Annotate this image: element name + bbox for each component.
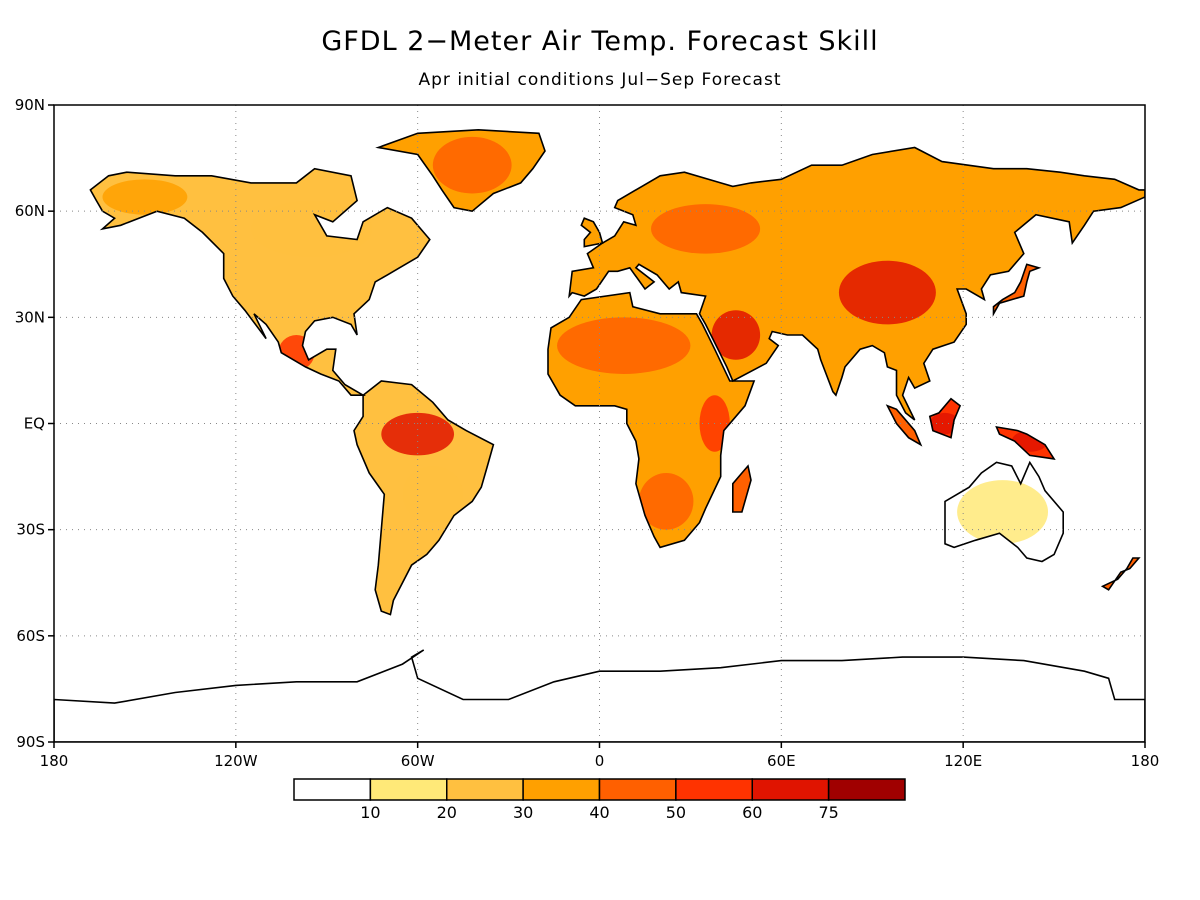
colorbar-box — [598, 778, 677, 801]
coastline-japan — [992, 263, 1042, 317]
skill-region-central-asia — [838, 260, 936, 325]
colorbar-label: 30 — [513, 803, 533, 822]
colorbar-box — [522, 778, 601, 801]
coastline-africa — [547, 291, 756, 549]
coastline-sumatra — [885, 404, 923, 447]
coastline-british-isles — [580, 217, 604, 248]
colorbar-label: 20 — [437, 803, 457, 822]
coastline-australia — [944, 460, 1064, 563]
skill-region-canada — [250, 200, 373, 258]
skill-region-alaska — [102, 179, 188, 215]
coastline-madagascar — [732, 464, 752, 513]
land-fill-british-isles — [581, 218, 603, 247]
lon-tick-label: 120W — [214, 752, 258, 770]
lon-tick-label: 0 — [595, 752, 605, 770]
skill-region-southern-africa — [638, 473, 694, 530]
skill-region-south-brazil — [402, 465, 464, 523]
lat-tick-label: 30N — [15, 308, 45, 326]
colorbar-box — [751, 778, 830, 801]
coastline-new-zealand — [1100, 557, 1141, 591]
coastline-south-america — [353, 380, 495, 616]
colorbar-label: 75 — [818, 803, 838, 822]
skill-region-new-guinea — [1011, 430, 1049, 452]
colorbar-box — [369, 778, 448, 801]
coastline-north-america — [89, 167, 431, 396]
lat-tick-label: 90S — [16, 733, 45, 751]
lat-tick-label: 90N — [15, 96, 45, 114]
skill-region-mexico — [278, 335, 315, 371]
skill-region-greenland — [432, 136, 512, 194]
lon-tick-label: 120E — [944, 752, 982, 770]
map-title: GFDL 2−Meter Air Temp. Forecast Skill — [321, 26, 879, 57]
skill-region-sahara — [557, 317, 691, 374]
colorbar-label: 50 — [666, 803, 686, 822]
skill-region-siberia — [781, 175, 1024, 233]
skill-region-arabia — [711, 310, 761, 360]
coastline-greenland — [375, 128, 546, 213]
colorbar-box — [446, 778, 524, 801]
map-subtitle: Apr initial conditions Jul−Sep Forecast — [418, 70, 782, 90]
colorbar-box — [675, 778, 753, 801]
lon-tick-label: 180 — [40, 752, 69, 770]
lat-tick-label: EQ — [24, 415, 45, 433]
colorbar-label: 10 — [360, 803, 380, 822]
land-fill-new-zealand — [1102, 558, 1139, 590]
coastline-layer — [54, 128, 1145, 742]
colorbar: 10 20 30 40 50 60 75 — [293, 778, 906, 822]
skill-region-australia — [957, 480, 1049, 544]
lat-tick-label: 30S — [16, 521, 45, 539]
colorbar-label: 60 — [742, 803, 762, 822]
colorbar-label: 40 — [589, 803, 609, 822]
lat-tick-label: 60S — [16, 627, 45, 645]
land-fill-north-america — [90, 168, 430, 396]
skill-region-amazon — [381, 412, 455, 456]
land-fill-sumatra — [887, 405, 921, 445]
land-fill-madagascar — [732, 466, 751, 512]
lat-tick-label: 60N — [15, 202, 45, 220]
coastline-borneo — [928, 397, 962, 439]
coastline-new-guinea — [995, 425, 1056, 460]
skill-region-europe — [651, 204, 761, 254]
colorbar-box — [827, 778, 906, 801]
colorbar-box — [293, 778, 372, 801]
lon-tick-label: 60W — [401, 752, 435, 770]
land-fill-antarctica — [54, 650, 1145, 742]
lon-tick-label: 60E — [767, 752, 796, 770]
lon-tick-label: 180 — [1131, 752, 1160, 770]
graticule — [54, 105, 1145, 742]
coastline-eurasia — [568, 146, 1145, 421]
coastline-antarctica — [54, 649, 1145, 742]
